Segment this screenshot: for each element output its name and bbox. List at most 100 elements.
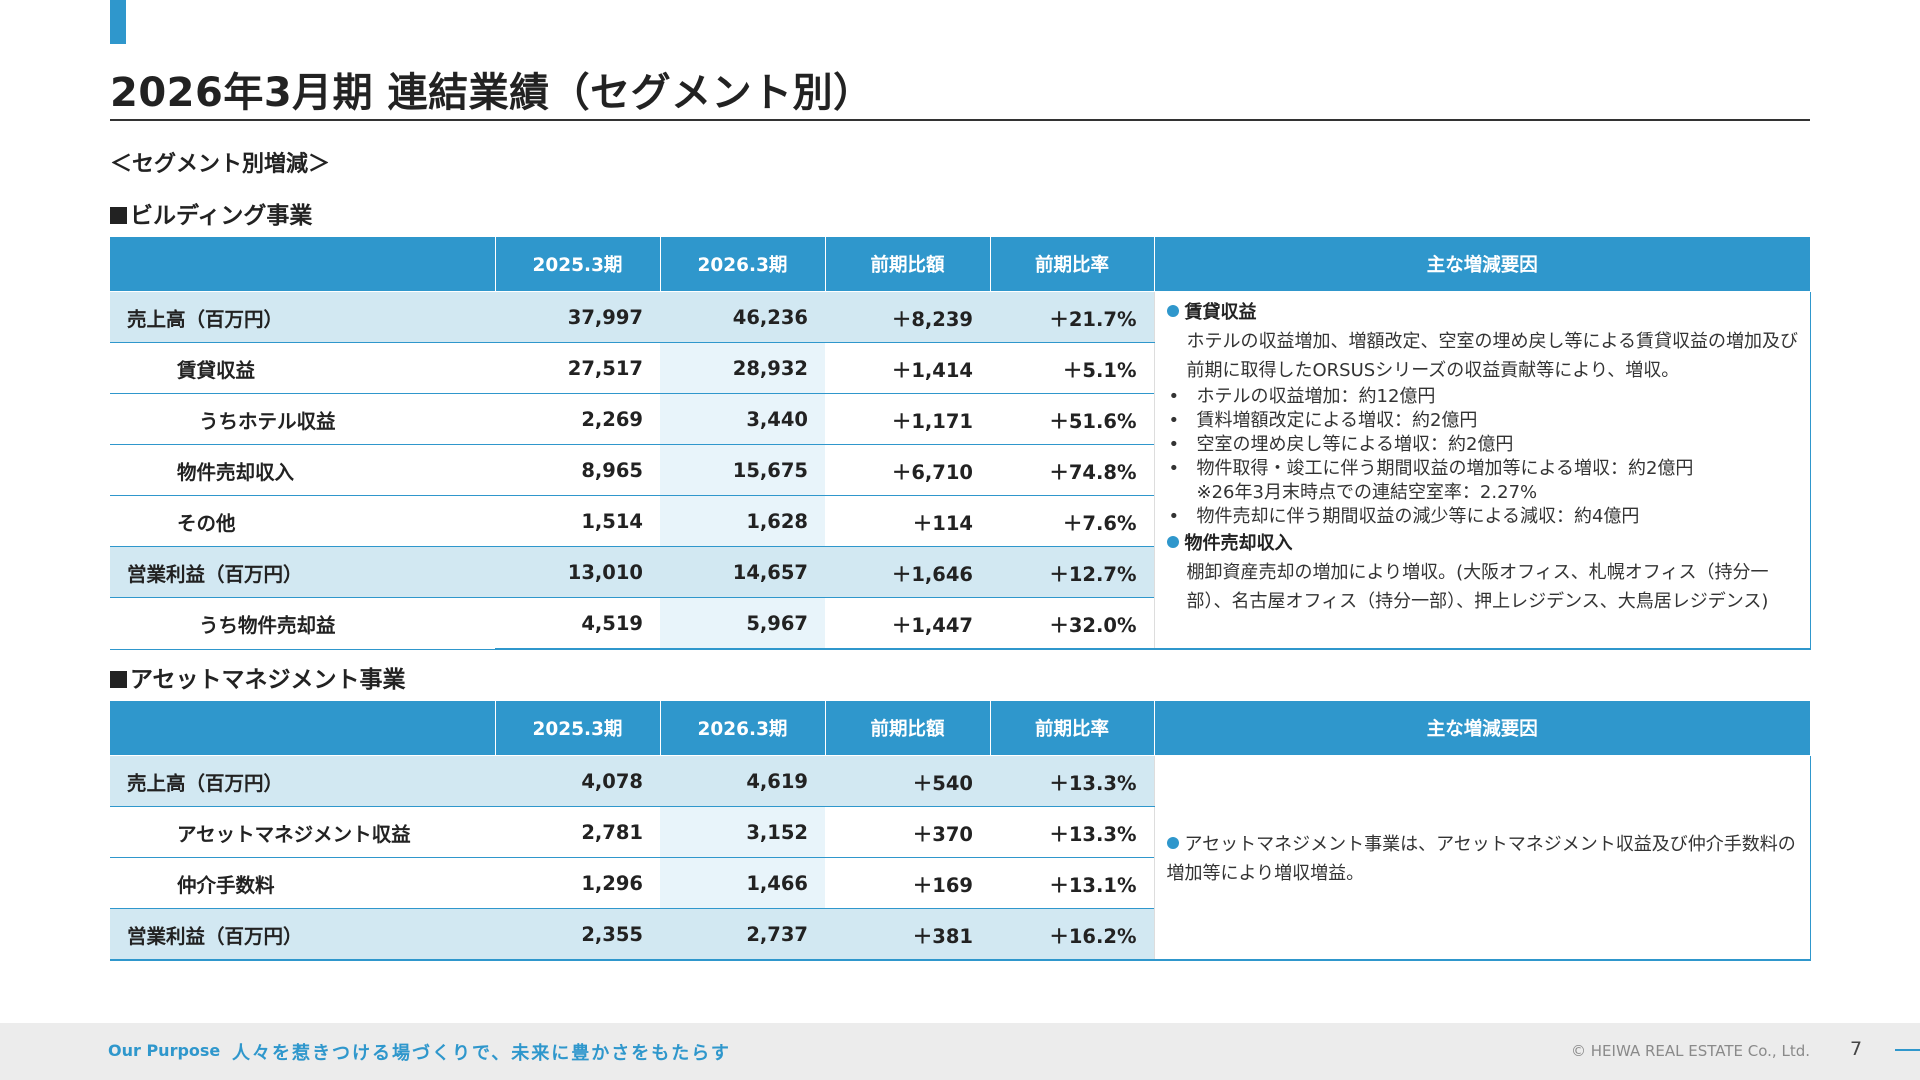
row-label: うち物件売却益: [110, 597, 495, 650]
table-row: うち物件売却益 4,519 5,967 ＋1,447 ＋32.0%: [110, 597, 1810, 650]
value-fy2026: 1,628: [660, 495, 825, 547]
value-fy2025: 27,517: [495, 342, 660, 394]
list-item: 物件売却に伴う期間収益の減少等による減収：約4億円: [1167, 505, 1802, 529]
blue-dot-icon: [1166, 836, 1179, 849]
row-label: その他: [110, 495, 495, 547]
table-row: 仲介手数料 1,296 1,466 ＋169 ＋13.1%: [110, 857, 1810, 909]
table-row: その他 1,514 1,628 ＋114 ＋7.6%: [110, 495, 1810, 547]
value-fy2026: 4,619: [660, 755, 825, 807]
value-fy2025: 1,514: [495, 495, 660, 547]
table-row: 営業利益（百万円） 13,010 14,657 ＋1,646 ＋12.7%: [110, 546, 1810, 598]
value-yoy-rate: ＋74.8%: [990, 444, 1154, 496]
table-row: うちホテル収益 2,269 3,440 ＋1,171 ＋51.6%: [110, 393, 1810, 445]
table-header-row: 2025.3期 2026.3期 前期比額 前期比率 主な増減要因: [110, 701, 1810, 756]
row-label: 売上高（百万円）: [110, 291, 495, 343]
square-bullet-icon: [110, 207, 127, 224]
row-label: 売上高（百万円）: [110, 755, 495, 807]
am-factor-body: アセットマネジメント事業は、アセットマネジメント収益及び仲介手数料の増加等により…: [1166, 833, 1796, 884]
value-yoy-amount: ＋1,414: [825, 342, 990, 394]
building-section-label: ビルディング事業: [130, 203, 313, 229]
value-yoy-rate: ＋7.6%: [990, 495, 1154, 547]
table-row: 売上高（百万円） 4,078 4,619 ＋540 ＋13.3% アセットマネジ…: [110, 755, 1811, 961]
value-yoy-rate: ＋13.3%: [990, 755, 1154, 807]
value-yoy-rate: ＋12.7%: [990, 546, 1154, 598]
value-yoy-amount: ＋169: [825, 857, 990, 909]
value-fy2025: 1,296: [495, 857, 660, 909]
value-yoy-amount: ＋1,171: [825, 393, 990, 445]
sale-factor-text: 棚卸資産売却の増加により増収。(大阪オフィス、札幌オフィス（持分一部）、名古屋オ…: [1186, 562, 1769, 612]
value-yoy-amount: ＋1,447: [825, 597, 990, 650]
row-label: 物件売却収入: [110, 444, 495, 496]
value-fy2026: 14,657: [660, 546, 825, 598]
value-fy2026: 28,932: [660, 342, 825, 394]
value-yoy-rate: ＋13.3%: [990, 806, 1154, 858]
value-yoy-amount: ＋540: [825, 755, 990, 807]
am-table: 2025.3期 2026.3期 前期比額 前期比率 主な増減要因 売上高（百万円…: [110, 701, 1811, 961]
value-fy2025: 37,997: [495, 291, 660, 343]
rental-factor-heading: 賃貸収益: [1166, 298, 1802, 327]
footer-purpose-label: Our Purpose: [108, 1041, 221, 1060]
header-yoy-rate: 前期比率: [990, 701, 1155, 756]
row-label: 賃貸収益: [110, 342, 495, 394]
rental-factor-heading-text: 賃貸収益: [1184, 302, 1257, 323]
value-fy2026: 3,440: [660, 393, 825, 445]
header-yoy-amount: 前期比額: [825, 701, 991, 756]
value-fy2026: 3,152: [660, 806, 825, 858]
value-fy2026: 5,967: [660, 597, 825, 650]
value-yoy-amount: ＋370: [825, 806, 990, 858]
list-item: 物件取得・竣工に伴う期間収益の増加等による増収：約2億円: [1167, 457, 1802, 481]
header-yoy-amount: 前期比額: [825, 237, 991, 292]
value-yoy-rate: ＋51.6%: [990, 393, 1154, 445]
header-fy2025: 2025.3期: [495, 701, 661, 756]
value-fy2025: 13,010: [495, 546, 660, 598]
table-row: 物件売却収入 8,965 15,675 ＋6,710 ＋74.8%: [110, 444, 1810, 496]
value-yoy-rate: ＋13.1%: [990, 857, 1154, 909]
value-yoy-rate: ＋32.0%: [990, 597, 1154, 650]
table-row: 売上高（百万円） 37,997 46,236 ＋8,239 ＋21.7% 賃貸収…: [110, 291, 1811, 650]
value-fy2025: 2,269: [495, 393, 660, 445]
header-item: [110, 701, 496, 756]
value-fy2026: 46,236: [660, 291, 825, 343]
page-number: 7: [1850, 1038, 1863, 1060]
sale-factor-heading: 物件売却収入: [1166, 529, 1802, 558]
header-fy2025: 2025.3期: [495, 237, 661, 292]
am-factor-text: アセットマネジメント事業は、アセットマネジメント収益及び仲介手数料の増加等により…: [1166, 830, 1802, 888]
header-main-factors: 主な増減要因: [1154, 237, 1810, 292]
square-bullet-icon: [110, 671, 127, 688]
building-section-title: ビルディング事業: [110, 196, 312, 230]
blue-dot-icon: [1166, 536, 1179, 548]
building-factors-cell: 賃貸収益 ホテルの収益増加、増額改定、空室の埋め戻し等による賃貸収益の増加及び前…: [1153, 291, 1811, 650]
building-table: 2025.3期 2026.3期 前期比額 前期比率 主な増減要因 売上高（百万円…: [110, 237, 1811, 650]
footer-bar: Our Purpose 人々を惹きつける場づくりで、未来に豊かさをもたらす © …: [0, 1023, 1920, 1080]
rental-factor-text: ホテルの収益増加、増額改定、空室の埋め戻し等による賃貸収益の増加及び前期に取得し…: [1186, 331, 1798, 381]
vacancy-note: ※26年3月末時点での連結空室率：2.27%: [1196, 482, 1538, 503]
footer-copyright: © HEIWA REAL ESTATE Co., Ltd.: [1571, 1042, 1810, 1060]
row-label: うちホテル収益: [110, 393, 495, 445]
sale-factor-heading-text: 物件売却収入: [1184, 533, 1293, 554]
value-yoy-amount: ＋1,646: [825, 546, 990, 598]
segment-change-subheading: ＜セグメント別増減＞: [110, 152, 331, 177]
row-label: 営業利益（百万円）: [110, 908, 495, 961]
value-yoy-amount: ＋381: [825, 908, 990, 961]
page-title: 2026年3月期 連結業績（セグメント別）: [110, 70, 874, 116]
list-item: 賃料増額改定による増収：約2億円: [1167, 409, 1802, 433]
table-row: 賃貸収益 27,517 28,932 ＋1,414 ＋5.1%: [110, 342, 1810, 394]
header-item: [110, 237, 496, 292]
footer-slogan: 人々を惹きつける場づくりで、未来に豊かさをもたらす: [232, 1043, 731, 1064]
page-number-dash: [1895, 1049, 1920, 1051]
title-divider: [110, 119, 1810, 121]
title-accent-bar: [110, 0, 126, 44]
rental-factor-bullets-last: 物件売却に伴う期間収益の減少等による減収：約4億円: [1167, 505, 1802, 529]
value-yoy-rate: ＋16.2%: [990, 908, 1154, 961]
header-fy2026: 2026.3期: [660, 237, 826, 292]
value-fy2025: 2,781: [495, 806, 660, 858]
value-yoy-rate: ＋21.7%: [990, 291, 1154, 343]
value-yoy-amount: ＋114: [825, 495, 990, 547]
value-fy2025: 2,355: [495, 908, 660, 961]
row-label: 営業利益（百万円）: [110, 546, 495, 598]
value-fy2025: 8,965: [495, 444, 660, 496]
value-fy2026: 2,737: [660, 908, 825, 961]
value-fy2025: 4,078: [495, 755, 660, 807]
rental-factor-bullets: ホテルの収益増加：約12億円 賃料増額改定による増収：約2億円 空室の埋め戻し等…: [1167, 385, 1802, 481]
blue-dot-icon: [1166, 305, 1179, 317]
